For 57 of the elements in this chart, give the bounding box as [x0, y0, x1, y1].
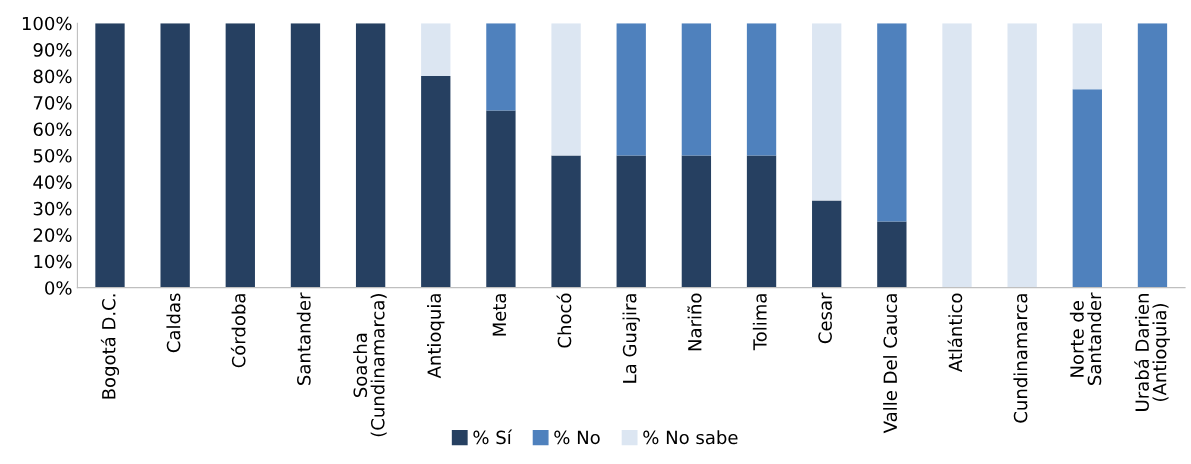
- x-tick-label: Santander: [296, 292, 311, 385]
- bar: [551, 23, 581, 156]
- x-tick-label: Nariño: [687, 293, 702, 351]
- y-tick-label: 90%: [33, 43, 72, 57]
- x-tick-label: Tolima: [752, 294, 767, 351]
- x-tick-label: Córdoba: [230, 294, 246, 368]
- y-tick-label: 10%: [34, 254, 72, 269]
- x-tick-label: Urabá Darien (Antioquia): [1134, 294, 1170, 411]
- y-tick-label: 100%: [22, 16, 72, 31]
- bar: [681, 155, 712, 288]
- bar: [681, 23, 712, 156]
- y-tick-label: 60%: [33, 122, 72, 137]
- bar: [486, 23, 516, 111]
- y-tick-label: 80%: [33, 69, 72, 84]
- x-tick-label: Cundinamarca: [1013, 294, 1028, 423]
- bar: [486, 110, 516, 288]
- bar: [812, 23, 842, 201]
- y-tick-label: 50%: [33, 148, 72, 163]
- legend-label: % No sabe: [643, 430, 738, 445]
- y-tick-label: 20%: [33, 228, 72, 242]
- bar: [421, 23, 451, 77]
- x-tick-label: Valle Del Cauca: [883, 294, 898, 434]
- bar: [95, 23, 125, 288]
- x-tick-label: Atlántico: [947, 293, 963, 373]
- bar: [290, 23, 321, 288]
- y-tick-label: 0%: [45, 281, 72, 295]
- x-tick-label: Meta: [492, 294, 507, 336]
- x-tick-label: Antioquia: [427, 294, 445, 379]
- x-tick-label: Chocó: [556, 293, 572, 348]
- bar: [421, 76, 451, 288]
- x-tick-label: Caldas: [166, 293, 181, 353]
- bar: [225, 23, 255, 288]
- legend-label: % No: [554, 430, 600, 445]
- bar: [812, 200, 842, 288]
- bar: [355, 23, 386, 288]
- legend-label: % Sí: [473, 429, 513, 445]
- bar: [1137, 23, 1168, 288]
- y-tick-label: 40%: [33, 175, 72, 189]
- bar: [1072, 23, 1102, 90]
- x-tick-label: La Guajira: [622, 294, 640, 383]
- bar: [1072, 89, 1102, 288]
- y-tick-label: 70%: [33, 96, 72, 110]
- bar: [877, 23, 907, 222]
- x-tick-label: Soacha (Cundinamarca): [353, 294, 387, 437]
- bar: [877, 221, 907, 288]
- bar: [746, 23, 777, 156]
- bar: [746, 155, 777, 288]
- bar: [1007, 23, 1037, 288]
- bar: [942, 23, 972, 288]
- bar: [616, 23, 646, 156]
- x-tick-label: Cesar: [818, 292, 832, 344]
- bar: [160, 23, 190, 288]
- x-tick-label: Norte de Santander: [1069, 292, 1102, 385]
- y-tick-label: 30%: [33, 201, 72, 216]
- bar: [616, 155, 646, 288]
- x-tick-label: Bogotá D.C.: [100, 294, 120, 399]
- bar: [551, 155, 581, 288]
